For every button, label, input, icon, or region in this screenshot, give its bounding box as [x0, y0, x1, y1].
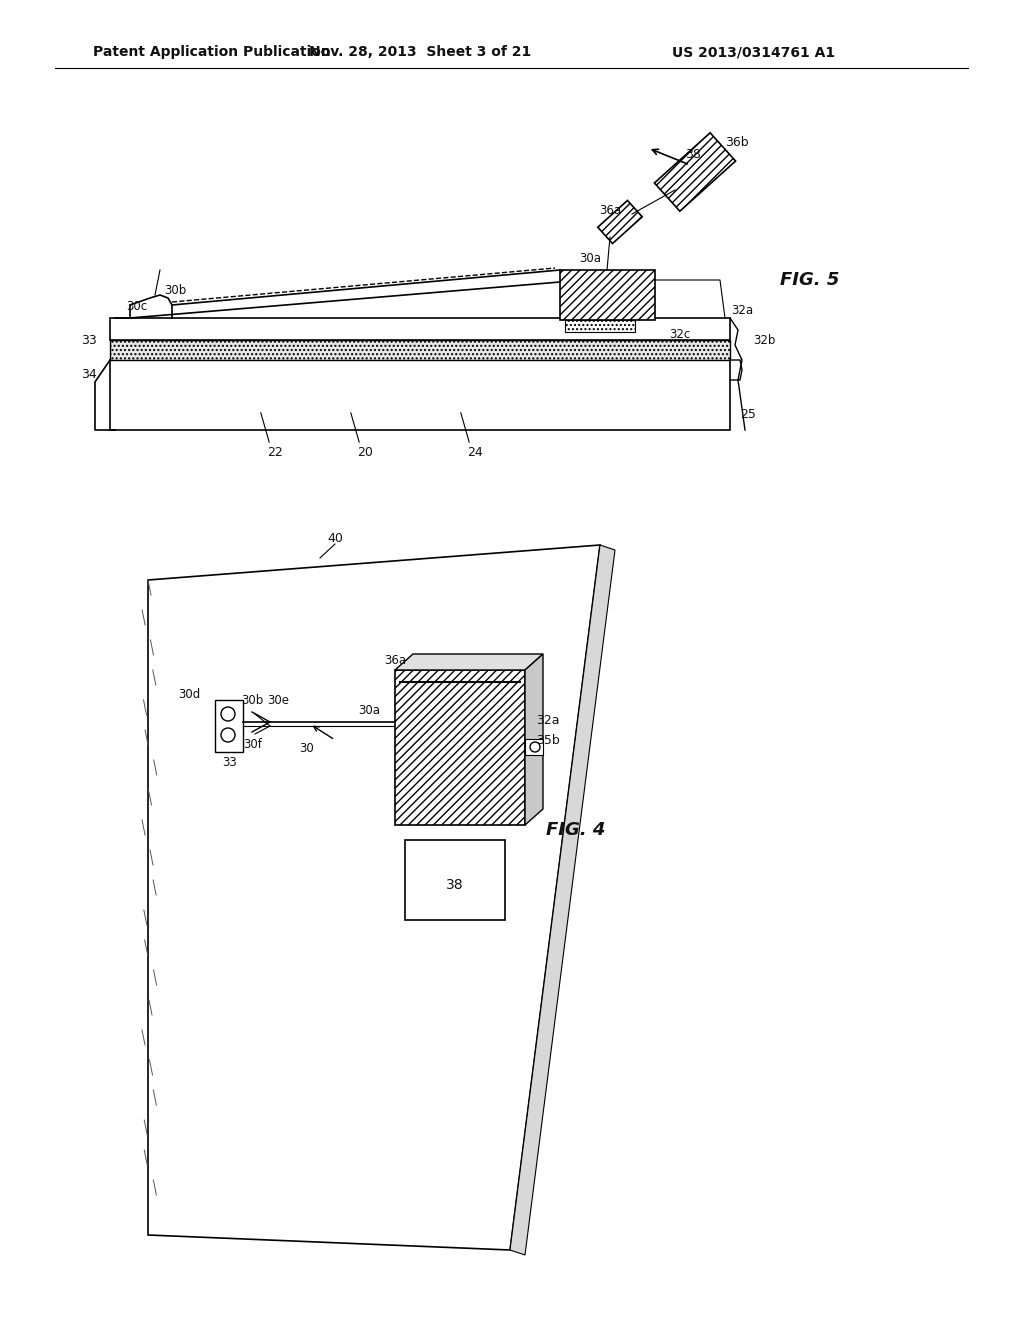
Text: 33: 33	[222, 755, 238, 768]
Text: 32b: 32b	[753, 334, 775, 346]
Text: Patent Application Publication: Patent Application Publication	[93, 45, 331, 59]
Bar	[525, 739, 543, 755]
Bar	[110, 341, 730, 360]
Polygon shape	[148, 545, 600, 1250]
Bar	[560, 271, 655, 319]
Text: 32a: 32a	[537, 714, 560, 726]
Polygon shape	[510, 545, 615, 1255]
Text: 36a: 36a	[599, 203, 622, 216]
Text: 36b: 36b	[725, 136, 749, 149]
Text: 36a: 36a	[384, 653, 407, 667]
Text: 32c: 32c	[670, 329, 690, 342]
Text: 32a: 32a	[731, 304, 753, 317]
Bar	[215, 700, 243, 752]
Text: 30e: 30e	[267, 693, 289, 706]
Text: 24: 24	[467, 446, 483, 458]
Text: 30c: 30c	[126, 300, 147, 313]
Bar	[565, 319, 635, 333]
Text: 22: 22	[267, 446, 283, 458]
Polygon shape	[395, 653, 543, 671]
Bar	[395, 671, 525, 825]
Text: 20: 20	[357, 446, 373, 458]
Text: US 2013/0314761 A1: US 2013/0314761 A1	[672, 45, 836, 59]
Text: FIG. 4: FIG. 4	[547, 821, 605, 840]
Circle shape	[530, 742, 540, 752]
Text: 35b: 35b	[537, 734, 560, 747]
Bar	[110, 318, 730, 341]
Polygon shape	[654, 133, 735, 211]
Text: 33: 33	[81, 334, 97, 346]
Circle shape	[221, 708, 234, 721]
Text: 34: 34	[81, 368, 97, 381]
Text: 25: 25	[740, 408, 756, 421]
Text: 30: 30	[300, 742, 314, 755]
Polygon shape	[598, 201, 642, 244]
Polygon shape	[525, 653, 543, 825]
Text: 30b: 30b	[164, 284, 186, 297]
Text: 38: 38	[446, 878, 464, 892]
Text: 30a: 30a	[358, 704, 380, 717]
Circle shape	[221, 729, 234, 742]
Text: Nov. 28, 2013  Sheet 3 of 21: Nov. 28, 2013 Sheet 3 of 21	[309, 45, 531, 59]
Text: 30b: 30b	[241, 693, 263, 706]
Bar	[110, 360, 730, 430]
Text: 30d: 30d	[178, 689, 200, 701]
Text: FIG. 5: FIG. 5	[780, 271, 840, 289]
Bar	[406, 840, 505, 920]
Text: 38: 38	[685, 149, 701, 161]
Text: 30a: 30a	[579, 252, 601, 264]
Text: 30f: 30f	[244, 738, 262, 751]
Text: 40: 40	[327, 532, 343, 544]
